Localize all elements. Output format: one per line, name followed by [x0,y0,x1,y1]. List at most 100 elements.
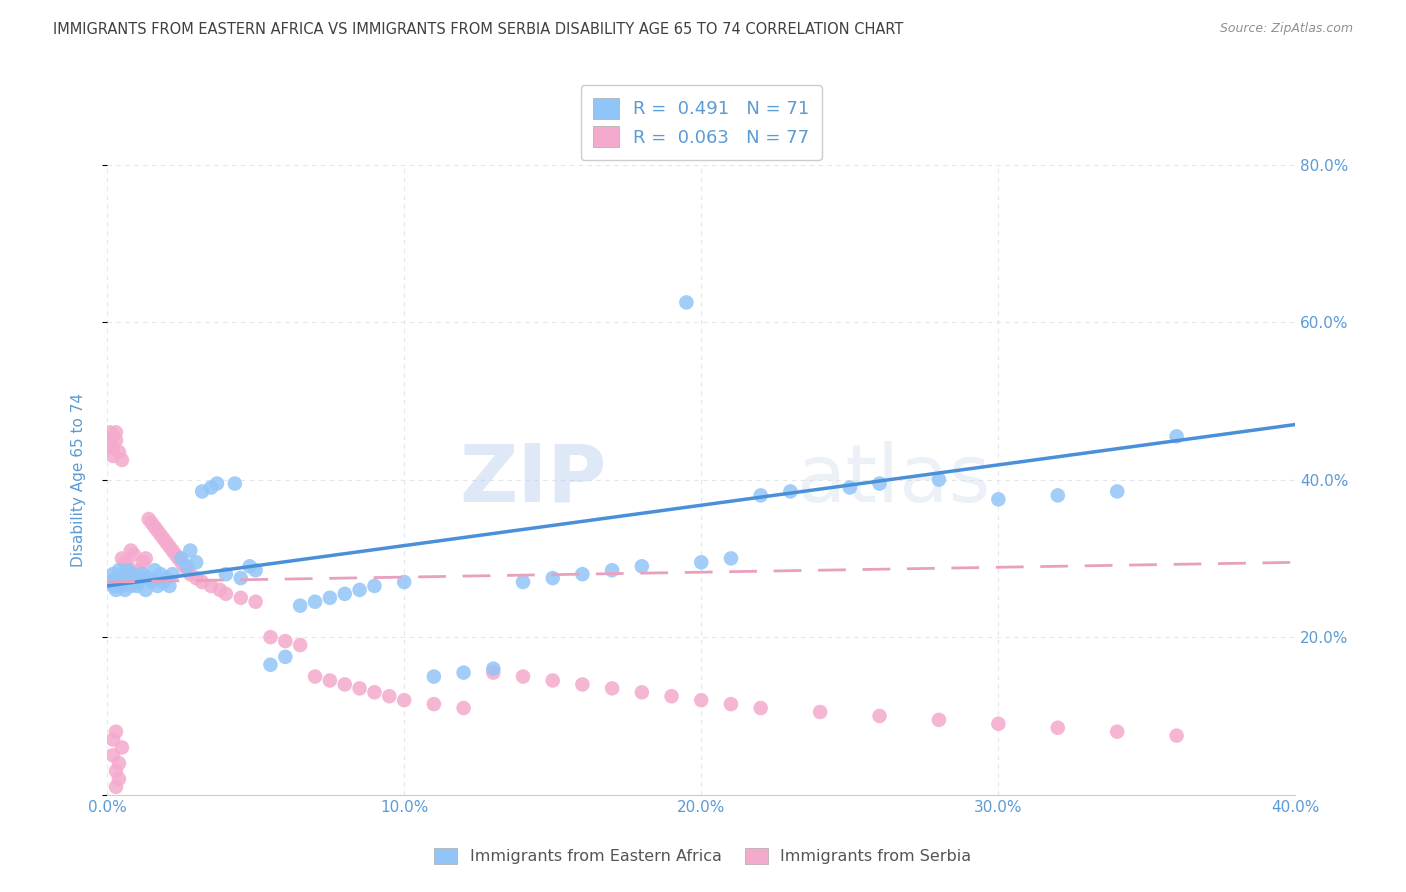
Point [108,756,131,771]
Point [229,571,252,585]
Point [141,516,163,530]
Point [690,693,713,707]
Point [98,425,121,440]
Y-axis label: Disability Age 65 to 74: Disability Age 65 to 74 [72,392,86,566]
Point [138,571,160,585]
Point [176,563,198,577]
Point [111,567,134,582]
Point [186,571,208,585]
Point [191,575,214,590]
Point [179,567,201,582]
Point [333,677,356,691]
Point [104,434,127,448]
Point [170,555,193,569]
Point [423,697,446,711]
Point [108,563,131,577]
Point [132,555,155,569]
Point [104,582,127,597]
Point [120,571,142,585]
Point [838,481,860,495]
Point [125,575,148,590]
Point [101,429,124,443]
Point [333,587,356,601]
Point [152,532,174,546]
Point [259,630,281,644]
Point [245,563,267,577]
Point [600,681,623,696]
Point [720,551,742,566]
Text: atlas: atlas [796,441,991,518]
Point [101,567,124,582]
Point [1046,721,1069,735]
Point [111,453,134,467]
Point [987,492,1010,507]
Point [304,669,326,683]
Point [98,437,121,451]
Point [571,567,593,582]
Point [304,595,326,609]
Point [749,488,772,502]
Point [104,425,127,440]
Text: Source: ZipAtlas.com: Source: ZipAtlas.com [1219,22,1353,36]
Point [104,764,127,778]
Point [239,559,262,574]
Point [571,677,593,691]
Point [149,528,172,542]
Point [114,555,136,569]
Point [928,713,950,727]
Point [1107,724,1129,739]
Point [159,579,181,593]
Point [600,563,623,577]
Point [125,575,148,590]
Legend: Immigrants from Eastern Africa, Immigrants from Serbia: Immigrants from Eastern Africa, Immigran… [427,841,979,871]
Point [1046,488,1069,502]
Point [205,476,228,491]
Point [749,701,772,715]
Point [779,484,801,499]
Point [675,295,697,310]
Point [808,705,831,719]
Point [259,657,281,672]
Point [987,716,1010,731]
Point [423,669,446,683]
Point [132,567,155,582]
Point [173,559,195,574]
Point [138,512,160,526]
Point [101,748,124,763]
Point [215,567,238,582]
Point [170,551,193,566]
Point [117,559,139,574]
Point [114,571,136,585]
Text: ZIP: ZIP [458,441,606,518]
Point [135,551,157,566]
Point [1107,484,1129,499]
Point [125,579,148,593]
Point [117,563,139,577]
Point [117,563,139,577]
Point [101,732,124,747]
Point [631,685,654,699]
Point [690,555,713,569]
Point [162,543,184,558]
Point [117,575,139,590]
Point [114,567,136,582]
Point [274,634,297,648]
Point [159,540,181,554]
Point [512,575,534,590]
Point [274,649,297,664]
Point [1166,729,1188,743]
Point [98,575,121,590]
Point [155,571,177,585]
Text: IMMIGRANTS FROM EASTERN AFRICA VS IMMIGRANTS FROM SERBIA DISABILITY AGE 65 TO 74: IMMIGRANTS FROM EASTERN AFRICA VS IMMIGR… [53,22,904,37]
Point [120,579,142,593]
Point [101,579,124,593]
Point [661,690,683,704]
Point [104,579,127,593]
Point [363,685,385,699]
Point [111,579,134,593]
Point [378,690,401,704]
Point [155,535,177,549]
Point [631,559,654,574]
Point [101,449,124,463]
Point [191,484,214,499]
